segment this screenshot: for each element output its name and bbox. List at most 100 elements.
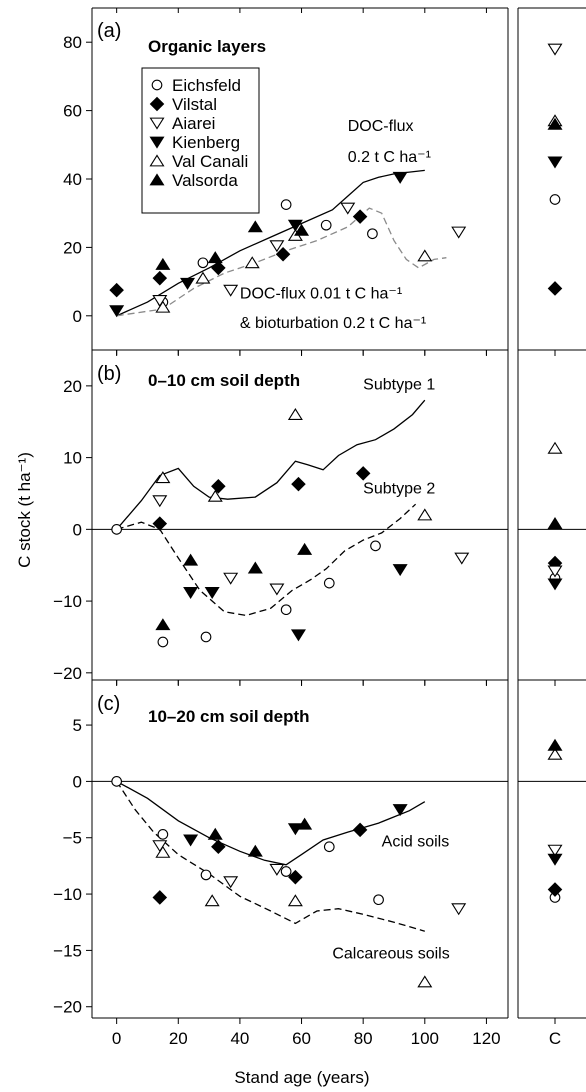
data-point bbox=[180, 277, 196, 290]
legend-marker bbox=[149, 117, 165, 130]
data-point bbox=[207, 251, 223, 264]
y-tick-label: −10 bbox=[53, 592, 82, 611]
x-tick-label: 40 bbox=[230, 1029, 249, 1048]
data-point bbox=[454, 552, 470, 565]
data-point bbox=[247, 561, 263, 574]
data-point bbox=[207, 489, 223, 502]
chart-curves bbox=[116, 169, 447, 932]
x-axis-title: Stand age (years) bbox=[234, 1068, 369, 1087]
data-point bbox=[247, 844, 263, 857]
control-tick-label: C bbox=[549, 1029, 561, 1048]
data-point bbox=[352, 822, 368, 838]
data-point bbox=[392, 171, 408, 184]
control-point bbox=[547, 441, 563, 454]
data-point bbox=[352, 209, 368, 224]
annotation-label: DOC-flux bbox=[348, 118, 414, 135]
data-point bbox=[223, 876, 239, 889]
y-tick-label: 20 bbox=[63, 377, 82, 396]
data-point bbox=[291, 476, 306, 492]
legend-marker bbox=[149, 154, 165, 167]
data-point bbox=[200, 869, 212, 881]
y-tick-label: 60 bbox=[63, 102, 82, 121]
data-point bbox=[290, 629, 306, 642]
data-point bbox=[109, 305, 125, 318]
y-tick-label: −10 bbox=[53, 885, 82, 904]
y-tick-label: −20 bbox=[53, 998, 82, 1017]
legend-marker bbox=[149, 136, 165, 149]
dashed-model-curve bbox=[116, 781, 425, 932]
data-point bbox=[367, 228, 378, 240]
x-tick-label: 120 bbox=[472, 1029, 500, 1048]
y-tick-label: −15 bbox=[53, 941, 82, 960]
annotation-label: DOC-flux 0.01 t C ha⁻¹ bbox=[240, 286, 402, 303]
data-point bbox=[207, 827, 223, 840]
data-point bbox=[155, 845, 171, 858]
annotation-label: Subtype 2 bbox=[363, 480, 435, 497]
y-tick-label: 80 bbox=[63, 33, 82, 52]
data-point bbox=[451, 226, 467, 239]
data-point bbox=[197, 257, 209, 269]
data-point bbox=[288, 869, 303, 885]
data-point bbox=[223, 284, 239, 297]
data-point bbox=[111, 523, 123, 535]
x-tick-label: 100 bbox=[411, 1029, 439, 1048]
y-tick-label: 0 bbox=[73, 772, 82, 791]
data-point bbox=[211, 479, 226, 494]
y-axis-title: C stock (t ha⁻¹) bbox=[15, 452, 34, 568]
data-point bbox=[152, 516, 168, 531]
control-point bbox=[549, 194, 561, 205]
y-tick-label: 0 bbox=[73, 520, 82, 539]
control-point bbox=[547, 117, 563, 130]
y-tick-label: 40 bbox=[63, 170, 82, 189]
y-tick-label: 0 bbox=[73, 307, 82, 326]
solid-model-curve bbox=[116, 780, 426, 866]
data-point bbox=[287, 894, 303, 907]
data-point bbox=[155, 471, 171, 484]
annotation-label: & bioturbation 0.2 t C ha⁻¹ bbox=[240, 315, 426, 332]
data-point bbox=[323, 841, 335, 853]
chart-text: 0 20 40 60 80 (a) Organic layers DOC-flux 0.2 t … bbox=[53, 20, 561, 1048]
data-point bbox=[195, 271, 211, 284]
data-point bbox=[287, 219, 303, 232]
control-point bbox=[547, 738, 563, 751]
data-point bbox=[355, 466, 371, 481]
data-point bbox=[223, 572, 239, 585]
data-point bbox=[157, 829, 169, 840]
data-point bbox=[392, 804, 408, 817]
legend-label: Vilstal bbox=[172, 95, 217, 114]
data-point bbox=[109, 282, 124, 298]
x-tick-label: 20 bbox=[169, 1029, 188, 1048]
control-point bbox=[547, 156, 563, 169]
annotation-label: Calcareous soils bbox=[332, 945, 449, 962]
data-point bbox=[155, 618, 171, 631]
y-tick-label: 20 bbox=[63, 238, 82, 257]
x-tick-label: 80 bbox=[354, 1029, 373, 1048]
control-point bbox=[547, 747, 563, 760]
data-point bbox=[370, 540, 381, 552]
data-point bbox=[244, 256, 260, 269]
data-point bbox=[323, 577, 335, 589]
legend-label: Valsorda bbox=[172, 171, 238, 190]
data-point bbox=[183, 587, 199, 600]
control-point bbox=[547, 43, 563, 56]
legend-label: Eichsfeld bbox=[172, 76, 241, 95]
control-point bbox=[547, 578, 563, 591]
dashed-model-curve bbox=[116, 207, 447, 317]
control-point bbox=[547, 882, 563, 897]
data-point bbox=[269, 583, 285, 596]
data-point bbox=[280, 866, 292, 877]
legend-marker bbox=[149, 96, 165, 112]
data-point bbox=[451, 903, 467, 916]
control-point bbox=[547, 565, 563, 578]
panel-title: Organic layers bbox=[148, 37, 266, 56]
data-point bbox=[320, 219, 332, 231]
data-point bbox=[152, 270, 168, 286]
data-point bbox=[204, 894, 220, 907]
panel-label: (b) bbox=[97, 363, 121, 385]
legend-marker bbox=[149, 173, 165, 186]
control-point bbox=[547, 844, 563, 857]
data-point bbox=[417, 249, 433, 262]
x-tick-label: 0 bbox=[112, 1029, 121, 1048]
data-point bbox=[204, 587, 220, 600]
